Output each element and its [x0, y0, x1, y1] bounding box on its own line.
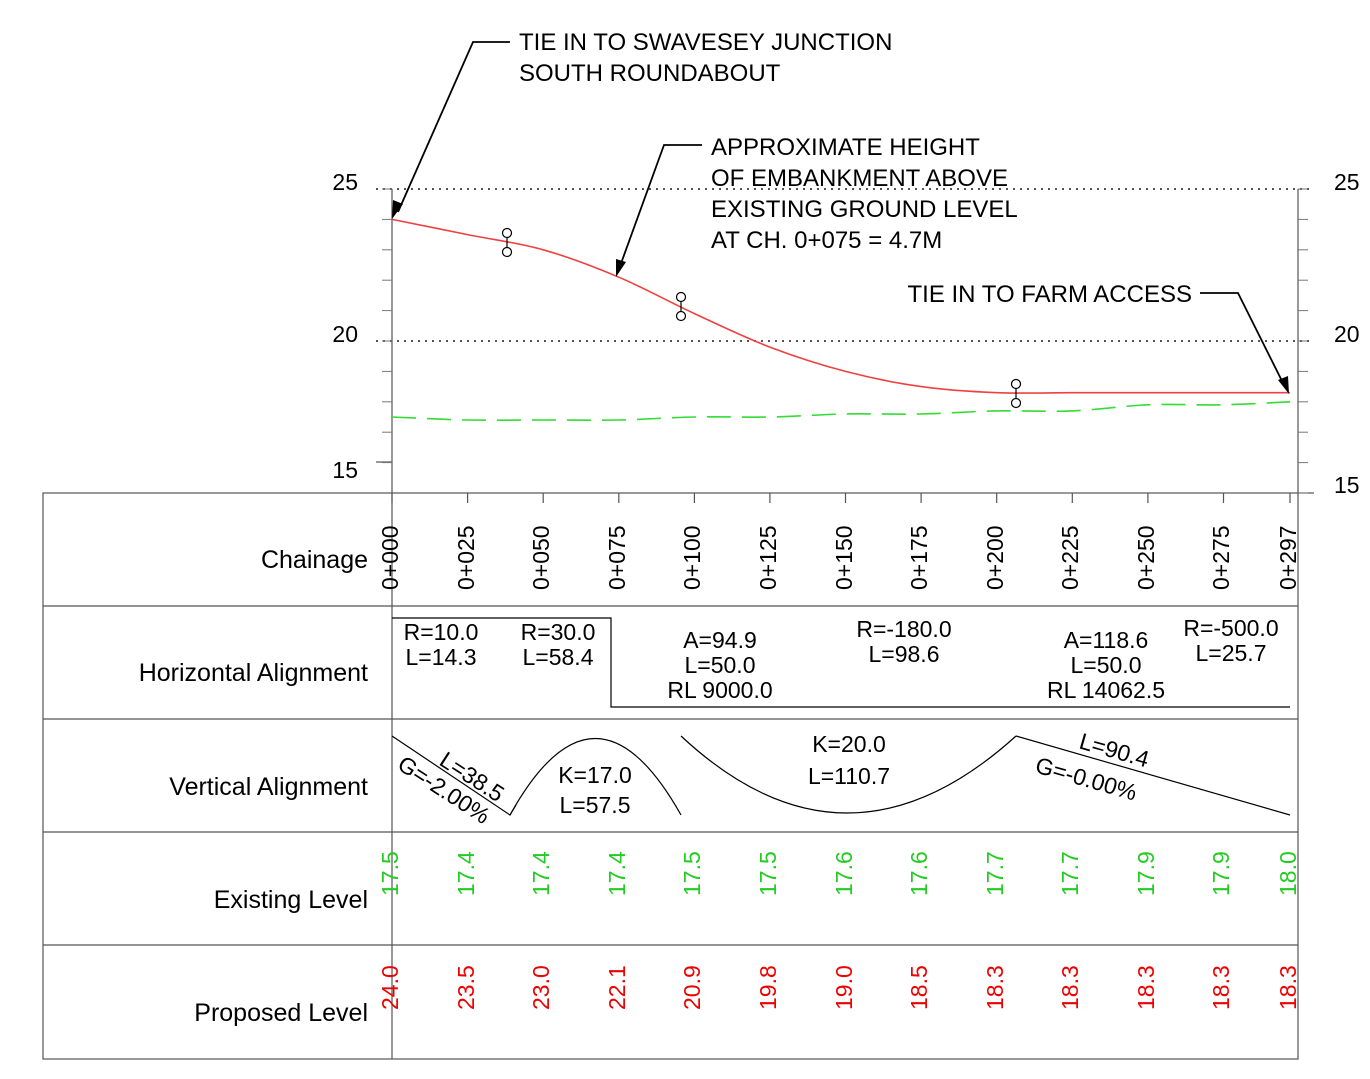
proposed-level-value: 19.0: [831, 965, 857, 1010]
height-marker: [501, 227, 513, 258]
note-line: APPROXIMATE HEIGHT: [711, 134, 980, 161]
h-element-text: R=-500.0: [1183, 615, 1278, 641]
proposed-level-value: 18.3: [1275, 965, 1301, 1010]
h-element-text: R=10.0: [404, 619, 479, 645]
h-element-text: RL 9000.0: [667, 677, 772, 703]
v-element-text: L=110.7: [808, 763, 890, 789]
h-element-text: L=50.0: [1071, 652, 1142, 678]
h-element-text: L=50.0: [685, 652, 756, 678]
row-label-proposed-level: Proposed Level: [194, 999, 368, 1027]
note-line: TIE IN TO FARM ACCESS: [907, 281, 1192, 308]
height-marker: [675, 291, 687, 322]
h-element-text: A=94.9: [683, 627, 757, 653]
proposed-level-value: 18.3: [982, 965, 1008, 1010]
h-element-text: L=25.7: [1196, 640, 1267, 666]
table-columns: 0+000 17.5 24.0 0+025 17.4 23.5 0+050 17.4 23.0 0…: [377, 493, 1301, 1010]
existing-ground-line: [391, 401, 1291, 422]
annotation-embankment: APPROXIMATE HEIGHT OF EMBANKMENT ABOVE E…: [616, 134, 1018, 277]
annotation-tie-in-start: TIE IN TO SWAVESEY JUNCTION SOUTH ROUNDA…: [392, 29, 892, 219]
chainage-label: 0+050: [528, 525, 554, 590]
y-tick-left-20: 20: [332, 321, 358, 347]
chainage-label: 0+025: [453, 525, 479, 590]
note-line: OF EMBANKMENT ABOVE: [711, 165, 1008, 192]
h-element-text: A=118.6: [1064, 627, 1149, 653]
chainage-label: 0+200: [982, 525, 1008, 590]
profile-plot: 25 20 15 25 20 15 TIE IN TO SWAVESEY JUN…: [332, 29, 1359, 498]
chainage-label: 0+275: [1208, 525, 1234, 590]
y-tick-left-25: 25: [332, 169, 358, 195]
chainage-label: 0+075: [604, 525, 630, 590]
existing-level-value: 17.6: [831, 851, 857, 896]
height-marker: [1010, 378, 1022, 409]
proposed-level-value: 24.0: [377, 965, 403, 1010]
h-element-text: L=14.3: [406, 644, 477, 670]
row-label-vertical-alignment: Vertical Alignment: [169, 773, 368, 801]
proposed-level-value: 20.9: [679, 965, 705, 1010]
data-table: [42, 492, 1299, 1060]
proposed-level-value: 18.3: [1133, 965, 1159, 1010]
y-tick-right-15: 15: [1334, 472, 1360, 498]
proposed-level-value: 18.3: [1057, 965, 1083, 1010]
chainage-label: 0+297: [1275, 525, 1301, 590]
chainage-label: 0+100: [679, 525, 705, 590]
chainage-label: 0+175: [906, 525, 932, 590]
proposed-level-value: 18.5: [906, 965, 932, 1010]
note-line: SOUTH ROUNDABOUT: [519, 60, 781, 87]
row-label-existing-level: Existing Level: [214, 886, 368, 914]
vertical-alignment-graphic: L=38.5 G=-2.00% K=17.0 L=57.5 K=20.0 L=1…: [391, 728, 1291, 829]
y-tick-left-15: 15: [332, 457, 358, 483]
note-line: EXISTING GROUND LEVEL: [711, 196, 1018, 223]
h-element-text: L=58.4: [523, 644, 594, 670]
existing-level-value: 17.9: [1208, 851, 1234, 896]
existing-level-value: 17.4: [604, 851, 630, 896]
v-element-text: L=57.5: [560, 792, 631, 818]
existing-level-value: 17.6: [906, 851, 932, 896]
h-element-text: RL 14062.5: [1047, 677, 1165, 703]
proposed-profile-line: [391, 218, 1290, 394]
existing-level-value: 17.9: [1133, 851, 1159, 896]
proposed-level-value: 23.5: [453, 965, 479, 1010]
existing-level-value: 17.5: [679, 851, 705, 896]
existing-level-value: 17.4: [528, 851, 554, 896]
h-element-text: R=30.0: [521, 619, 596, 645]
v-element-text: K=17.0: [558, 762, 632, 788]
chainage-label: 0+000: [377, 525, 403, 590]
y-tick-right-25: 25: [1334, 169, 1360, 195]
h-element-text: L=98.6: [869, 641, 940, 667]
chainage-label: 0+150: [831, 525, 857, 590]
existing-level-value: 18.0: [1275, 851, 1301, 896]
existing-level-value: 17.5: [755, 851, 781, 896]
row-label-chainage: Chainage: [261, 546, 368, 574]
horizontal-alignment-graphic: R=10.0 L=14.3 R=30.0 L=58.4 A=94.9 L=50.…: [392, 615, 1290, 708]
proposed-level-value: 22.1: [604, 965, 630, 1010]
row-label-horizontal-alignment: Horizontal Alignment: [139, 659, 368, 687]
note-line: AT CH. 0+075 = 4.7M: [711, 227, 942, 254]
v-element-text: K=20.0: [812, 731, 886, 757]
chainage-label: 0+225: [1057, 525, 1083, 590]
existing-level-value: 17.5: [377, 851, 403, 896]
chainage-label: 0+250: [1133, 525, 1159, 590]
h-element-text: R=-180.0: [856, 616, 951, 642]
note-line: TIE IN TO SWAVESEY JUNCTION: [519, 29, 892, 56]
existing-level-value: 17.4: [453, 851, 479, 896]
y-tick-right-20: 20: [1334, 321, 1360, 347]
proposed-level-value: 23.0: [528, 965, 554, 1010]
proposed-level-value: 18.3: [1208, 965, 1234, 1010]
annotation-tie-in-end: TIE IN TO FARM ACCESS: [907, 281, 1289, 394]
proposed-level-value: 19.8: [755, 965, 781, 1010]
chainage-label: 0+125: [755, 525, 781, 590]
existing-level-value: 17.7: [1057, 851, 1083, 896]
existing-level-value: 17.7: [982, 851, 1008, 896]
